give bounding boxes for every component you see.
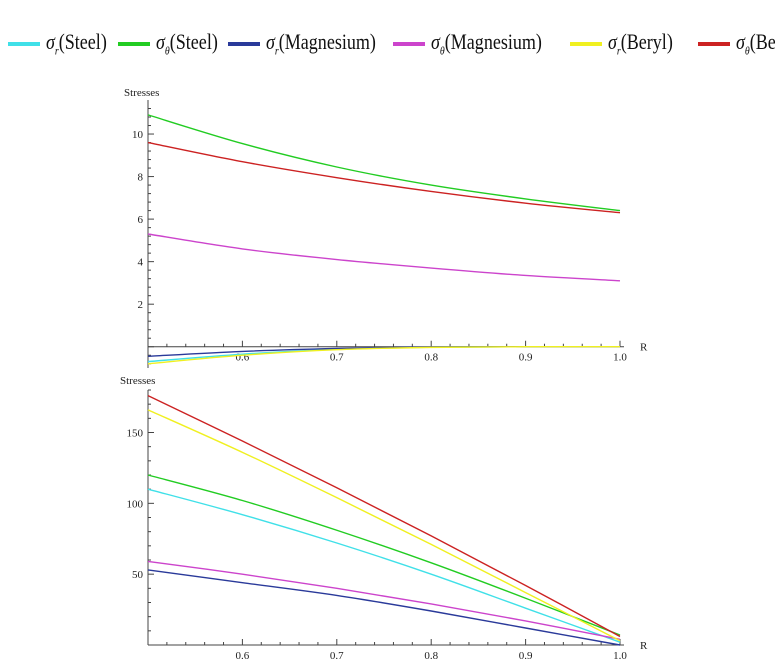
y-tick-label: 2 <box>138 299 144 311</box>
legend-label: σθ(Steel) <box>156 29 218 58</box>
series-line <box>147 560 621 641</box>
series-line <box>147 345 621 365</box>
legend-item: σθ(Steel) <box>118 24 231 64</box>
series-line <box>147 141 621 214</box>
x-tick-label: 0.6 <box>236 650 250 662</box>
legend-item: σr(Beryl) <box>570 24 687 64</box>
x-tick-label: 0.7 <box>330 352 344 364</box>
legend-label: σr(Steel) <box>46 29 107 58</box>
y-axis-label: Stresses <box>124 87 159 99</box>
x-tick-label: 0.7 <box>330 650 344 662</box>
y-tick-label: 4 <box>138 257 144 269</box>
series-line <box>147 114 621 212</box>
y-tick-label: 50 <box>132 569 144 581</box>
x-tick-label: 1.0 <box>613 650 627 662</box>
series-line <box>147 488 621 643</box>
series-line <box>147 233 621 282</box>
legend-swatch <box>118 42 150 46</box>
series-line <box>147 474 621 636</box>
legend-swatch <box>570 42 602 46</box>
legend-item: σθ(Magnesium) <box>393 24 566 64</box>
x-tick-label: 1.0 <box>613 352 627 364</box>
legend-label: σθ(Magnesium) <box>431 29 542 58</box>
y-tick-label: 6 <box>138 214 144 226</box>
legend-label: σr(Beryl) <box>608 29 673 58</box>
y-tick-label: 10 <box>132 129 144 141</box>
x-tick-label: 0.8 <box>424 352 438 364</box>
series-line <box>147 409 621 642</box>
legend-item: σr(Magnesium) <box>228 24 400 64</box>
legend-label: σθ(Beryl) <box>736 29 775 58</box>
legend-item: σθ(Beryl) <box>698 24 775 64</box>
x-tick-label: 0.8 <box>424 650 438 662</box>
series-line <box>147 395 621 638</box>
y-tick-label: 100 <box>127 498 144 510</box>
legend-swatch <box>228 42 260 46</box>
legend-label: σr(Magnesium) <box>266 29 376 58</box>
y-tick-label: 150 <box>127 428 144 440</box>
y-tick-label: 8 <box>138 172 144 184</box>
legend-item: σr(Steel) <box>8 24 120 64</box>
legend-swatch <box>8 42 40 46</box>
chart-legend: σr(Steel) σθ(Steel) σr(Magnesium) σθ(Magnes… <box>0 0 775 70</box>
legend-swatch <box>393 42 425 46</box>
x-axis-label: R <box>640 342 648 354</box>
chart-2: 50 100 150 0.6 0.7 0.8 0.9 1.0 Stresses R <box>120 375 648 662</box>
x-axis-label: R <box>640 640 648 652</box>
legend-swatch <box>698 42 730 46</box>
series-line <box>147 569 621 646</box>
x-tick-label: 0.9 <box>519 650 533 662</box>
y-axis-label: Stresses <box>120 375 155 387</box>
x-tick-label: 0.9 <box>519 352 533 364</box>
